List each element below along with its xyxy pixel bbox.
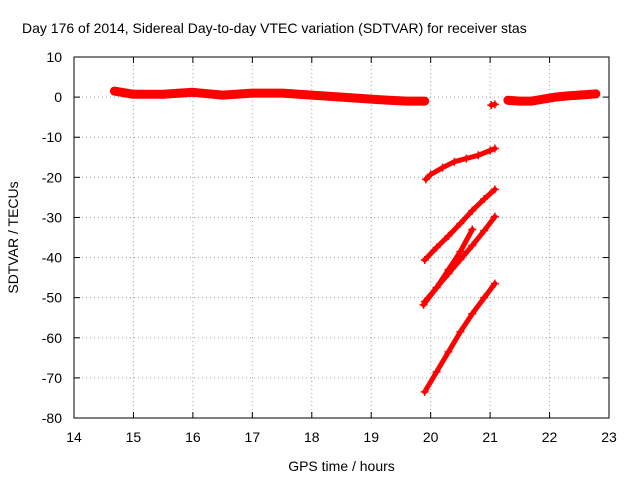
series-arc-6 bbox=[420, 279, 499, 396]
series-arc-8 bbox=[503, 89, 601, 106]
data-point bbox=[468, 241, 477, 250]
data-point bbox=[248, 89, 257, 98]
data-point bbox=[486, 146, 495, 155]
data-point bbox=[444, 269, 453, 278]
data-point bbox=[432, 243, 441, 252]
x-axis-title: GPS time / hours bbox=[288, 458, 395, 474]
data-point bbox=[432, 367, 441, 376]
x-tick-label: 17 bbox=[245, 429, 261, 445]
series-arc-5 bbox=[420, 212, 499, 306]
x-tick-label: 23 bbox=[601, 429, 617, 445]
data-point bbox=[278, 89, 287, 98]
data-point bbox=[462, 154, 471, 163]
data-point bbox=[480, 194, 489, 203]
data-point bbox=[539, 95, 548, 104]
series-arc-3 bbox=[420, 185, 499, 264]
y-tick-label: 10 bbox=[46, 49, 62, 65]
data-point bbox=[490, 185, 499, 194]
data-point bbox=[307, 91, 316, 100]
chart-title: Day 176 of 2014, Sidereal Day-to-day VTE… bbox=[22, 20, 527, 36]
x-tick-label: 16 bbox=[185, 429, 201, 445]
series-band bbox=[423, 146, 498, 182]
data-point bbox=[456, 247, 465, 256]
data-point bbox=[420, 255, 429, 264]
grid bbox=[74, 57, 609, 418]
y-tick-label: -40 bbox=[42, 250, 62, 266]
data-point bbox=[444, 231, 453, 240]
series-arc-1 bbox=[109, 86, 430, 106]
data-point bbox=[444, 347, 453, 356]
data-point bbox=[420, 297, 429, 306]
x-tick-label: 20 bbox=[423, 429, 439, 445]
x-tick-label: 14 bbox=[66, 429, 82, 445]
data-point bbox=[474, 151, 483, 160]
y-tick-label: -10 bbox=[42, 129, 62, 145]
data-point bbox=[468, 309, 477, 318]
plot-frame bbox=[73, 56, 610, 419]
y-tick-label: 0 bbox=[54, 89, 62, 105]
x-tick-labels: 14 15 16 17 18 19 20 21 22 23 bbox=[66, 429, 617, 445]
data-point bbox=[218, 91, 227, 100]
data-point bbox=[563, 91, 572, 100]
data-point bbox=[337, 93, 346, 102]
data-point bbox=[367, 95, 376, 104]
axis-ticks bbox=[73, 56, 610, 419]
y-tick-labels: 10 0 -10 -20 -30 -40 -50 -60 -70 -80 bbox=[42, 49, 62, 426]
data-point bbox=[450, 157, 459, 166]
data-point bbox=[420, 387, 429, 396]
y-tick-label: -70 bbox=[42, 370, 62, 386]
data-point bbox=[490, 212, 499, 221]
data-point bbox=[591, 89, 600, 98]
data-point bbox=[188, 88, 197, 97]
data-point bbox=[438, 163, 447, 172]
y-axis-title: SDTVAR / TECUs bbox=[5, 181, 21, 293]
data-point bbox=[420, 97, 429, 106]
series-band bbox=[109, 86, 430, 106]
data-point bbox=[426, 170, 435, 179]
data-point bbox=[515, 97, 524, 106]
data-point bbox=[503, 96, 512, 105]
data-point bbox=[385, 96, 394, 105]
data-point bbox=[487, 101, 496, 110]
x-tick-label: 21 bbox=[482, 429, 498, 445]
data-point bbox=[490, 279, 499, 288]
x-tick-label: 22 bbox=[542, 429, 558, 445]
series-arc-2 bbox=[421, 144, 499, 184]
y-tick-label: -80 bbox=[42, 410, 62, 426]
data-point bbox=[468, 225, 477, 234]
data-point bbox=[456, 255, 465, 264]
data-point bbox=[402, 97, 411, 106]
data-point bbox=[159, 90, 168, 99]
data-point bbox=[575, 91, 584, 100]
data-point bbox=[129, 90, 138, 99]
data-point bbox=[480, 293, 489, 302]
x-tick-label: 19 bbox=[363, 429, 379, 445]
data-point bbox=[421, 175, 430, 184]
data-point bbox=[468, 206, 477, 215]
data-point bbox=[490, 100, 499, 109]
y-tick-label: -30 bbox=[42, 209, 62, 225]
data-point bbox=[456, 327, 465, 336]
data-series bbox=[109, 86, 601, 396]
y-tick-label: -20 bbox=[42, 169, 62, 185]
data-point bbox=[110, 87, 119, 96]
series-arc-7 bbox=[487, 100, 499, 110]
data-point bbox=[490, 144, 499, 153]
x-tick-label: 18 bbox=[304, 429, 320, 445]
y-tick-label: -60 bbox=[42, 330, 62, 346]
data-point bbox=[551, 93, 560, 102]
data-point bbox=[432, 283, 441, 292]
x-tick-label: 15 bbox=[126, 429, 142, 445]
data-point bbox=[527, 97, 536, 106]
data-point bbox=[456, 219, 465, 228]
y-tick-label: -50 bbox=[42, 290, 62, 306]
data-point bbox=[480, 226, 489, 235]
